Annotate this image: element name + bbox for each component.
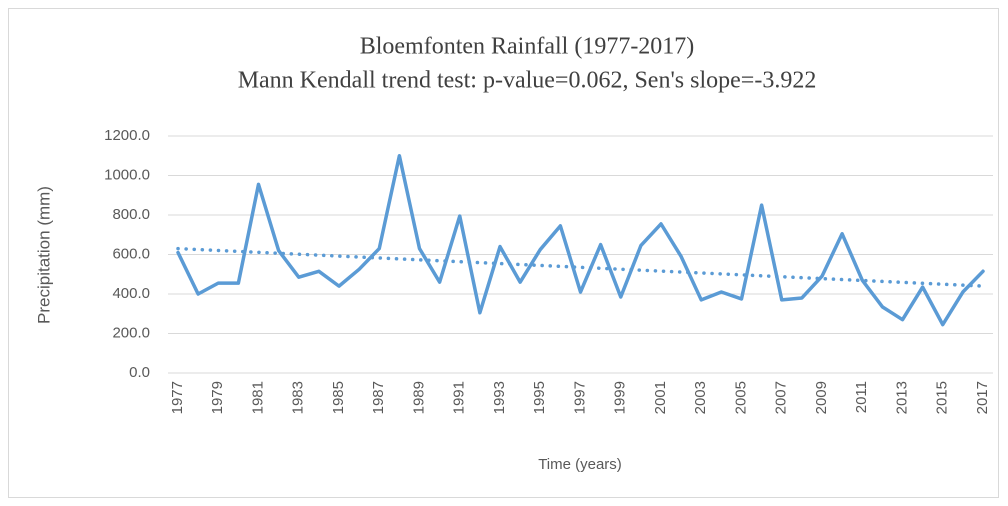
x-tick-label: 1985 [330,381,347,414]
x-tick-label: 1983 [290,381,307,414]
y-tick-label: 1200.0 [104,127,150,144]
x-tick-label: 1997 [571,381,588,414]
y-tick-label: 600.0 [112,245,150,262]
x-tick-label: 2017 [974,381,991,414]
x-tick-label: 2003 [692,381,709,414]
x-tick-label: 2005 [732,381,749,414]
x-tick-label: 1991 [451,381,468,414]
chart-title: Bloemfonten Rainfall (1977-2017) [360,34,695,60]
y-tick-label: 400.0 [112,285,150,302]
x-tick-label: 2001 [652,381,669,414]
x-tick-label: 1999 [612,381,629,414]
x-tick-label: 2011 [853,381,870,413]
x-tick-label: 1977 [169,381,186,414]
x-tick-label: 1993 [491,381,508,414]
trend-line [176,246,985,288]
x-tick-label: 1979 [209,381,226,414]
x-tick-label: 1989 [410,381,427,414]
x-tick-label: 2013 [893,381,910,414]
x-tick-label: 1981 [249,381,266,414]
x-tick-label: 1987 [370,381,387,414]
y-axis-title: Precipitation (mm) [34,186,53,324]
x-axis-title: Time (years) [538,456,622,473]
data-line [176,154,985,327]
x-tick-label: 2009 [813,381,830,414]
x-tick-label: 1995 [531,381,548,414]
x-tick-label: 2007 [773,381,790,414]
y-tick-label: 800.0 [112,206,150,223]
y-tick-label: 0.0 [129,364,150,381]
y-tick-label: 1000.0 [104,166,150,183]
y-tick-label: 200.0 [112,324,150,341]
chart-subtitle: Mann Kendall trend test: p-value=0.062, … [238,68,817,94]
x-tick-label: 2015 [934,381,951,414]
